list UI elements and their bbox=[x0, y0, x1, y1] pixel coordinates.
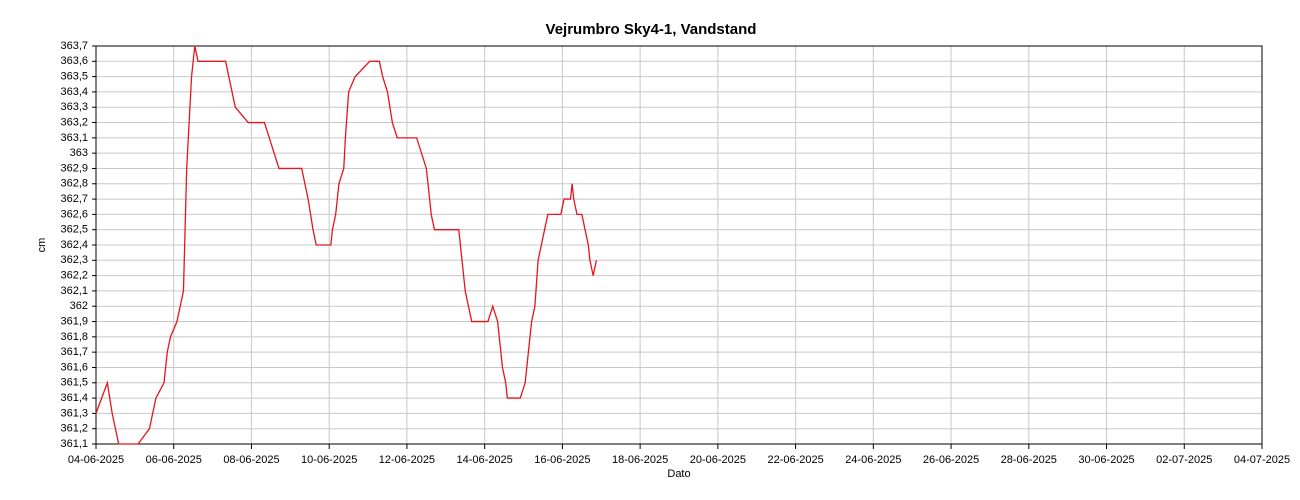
x-tick-label: 22-06-2025 bbox=[767, 454, 823, 466]
y-tick-label: 363,7 bbox=[60, 40, 88, 52]
y-tick-label: 362,2 bbox=[60, 270, 88, 282]
y-tick-label: 362 bbox=[70, 300, 88, 312]
chart-title: Vejrumbro Sky4-1, Vandstand bbox=[546, 21, 757, 38]
y-tick-label: 361,9 bbox=[60, 315, 88, 327]
y-tick-label: 361,7 bbox=[60, 346, 88, 358]
y-tick-label: 361,1 bbox=[60, 438, 88, 450]
y-tick-label: 362,8 bbox=[60, 178, 88, 190]
x-tick-label: 24-06-2025 bbox=[845, 454, 901, 466]
data-line bbox=[95, 45, 598, 445]
x-tick-label: 10-06-2025 bbox=[301, 454, 357, 466]
x-axis-label: Dato bbox=[667, 468, 690, 480]
x-tick-label: 08-06-2025 bbox=[223, 454, 279, 466]
y-tick-label: 363 bbox=[70, 147, 88, 159]
y-tick-label: 362,4 bbox=[60, 239, 88, 251]
y-tick-label: 362,9 bbox=[60, 162, 88, 174]
x-tick-label: 04-07-2025 bbox=[1234, 454, 1290, 466]
y-tick-label: 362,6 bbox=[60, 208, 88, 220]
plot-frame bbox=[95, 45, 1263, 445]
y-tick-label: 361,6 bbox=[60, 361, 88, 373]
y-axis-label: cm bbox=[36, 238, 48, 253]
y-tick-label: 361,3 bbox=[60, 407, 88, 419]
y-tick-label: 361,2 bbox=[60, 423, 88, 435]
x-tick-label: 18-06-2025 bbox=[612, 454, 668, 466]
y-tick-label: 361,4 bbox=[60, 392, 88, 404]
y-tick-label: 362,3 bbox=[60, 254, 88, 266]
y-tick-label: 363,2 bbox=[60, 116, 88, 128]
y-tick-label: 363,1 bbox=[60, 132, 88, 144]
y-tick-label: 363,5 bbox=[60, 71, 88, 83]
x-tick-label: 06-06-2025 bbox=[146, 454, 202, 466]
y-tick-label: 363,6 bbox=[60, 55, 88, 67]
x-tick-label: 30-06-2025 bbox=[1078, 454, 1134, 466]
x-tick-label: 12-06-2025 bbox=[379, 454, 435, 466]
y-tick-label: 362,7 bbox=[60, 193, 88, 205]
x-tick-label: 26-06-2025 bbox=[923, 454, 979, 466]
x-tick-label: 20-06-2025 bbox=[690, 454, 746, 466]
x-tick-label: 28-06-2025 bbox=[1001, 454, 1057, 466]
y-tick-label: 361,8 bbox=[60, 331, 88, 343]
y-tick-label: 362,5 bbox=[60, 224, 88, 236]
y-tick-label: 363,4 bbox=[60, 86, 88, 98]
y-tick-label: 361,5 bbox=[60, 377, 88, 389]
y-tick-label: 362,1 bbox=[60, 285, 88, 297]
x-tick-label: 04-06-2025 bbox=[68, 454, 124, 466]
x-tick-label: 14-06-2025 bbox=[457, 454, 513, 466]
x-tick-label: 02-07-2025 bbox=[1156, 454, 1212, 466]
y-tick-label: 363,3 bbox=[60, 101, 88, 113]
x-tick-label: 16-06-2025 bbox=[534, 454, 590, 466]
